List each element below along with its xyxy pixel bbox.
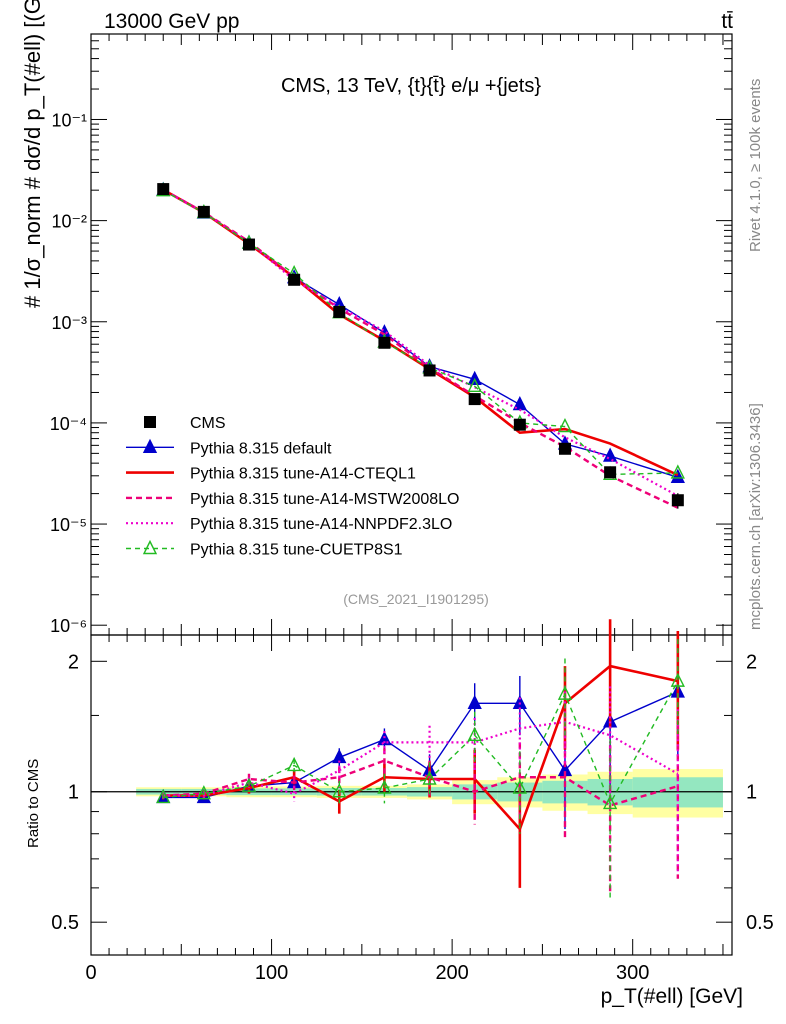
x-tick-label: 300	[616, 962, 649, 984]
plot-title: CMS, 13 TeV, {t}{t̄} e/μ +{jets}	[281, 75, 541, 97]
main-marker	[557, 418, 573, 433]
data-point	[468, 393, 481, 406]
ratio-series-line	[163, 759, 679, 807]
ratio-marker	[670, 672, 685, 687]
legend-label: Pythia 8.315 tune-A14-MSTW2008LO	[190, 491, 459, 508]
ratio-series-line	[163, 720, 679, 797]
legend-marker	[142, 438, 158, 453]
data-point	[157, 183, 170, 196]
band-inner	[632, 777, 723, 808]
ratio-marker	[467, 694, 482, 709]
ratio-ytick-label: 1	[68, 782, 79, 804]
legend-label: Pythia 8.315 tune-A14-NNPDF2.3LO	[190, 516, 452, 533]
x-tick-label: 100	[255, 962, 288, 984]
data-point	[197, 205, 210, 218]
ratio-ytick-label: 2	[68, 651, 79, 673]
axis-ticks: 10⁻⁶ 10⁻⁵ 10⁻⁴ 10⁻³ 10⁻² 10⁻¹ 0 100 200 300 0.5 0.5…	[50, 33, 774, 984]
data-point	[378, 336, 391, 349]
ratio-marker	[602, 794, 618, 810]
main-ylabel-text: # 1/σ_norm # dσ/d p_T(#ell) [(GeV)^-1]	[20, 0, 45, 308]
main-ylabel: # 1/σ_norm # dσ/d p_T(#ell) [(GeV)^-1]	[20, 0, 45, 308]
x-axis-label: p_T(#ell) [GeV]	[601, 985, 743, 1008]
energy-label: 13000 GeV pp	[104, 10, 239, 33]
ratio-marker	[241, 777, 257, 792]
main-marker	[467, 377, 482, 393]
rivet-label: Rivet 4.1.0, ≥ 100k events	[747, 79, 764, 252]
ratio-ytick-label: 0.5	[51, 912, 79, 934]
data-point	[423, 364, 436, 377]
ratio-ylabel: Ratio to CMS	[25, 759, 42, 848]
legend-marker	[142, 539, 158, 555]
main-ytick-label: 10⁻²	[51, 212, 87, 232]
ratio-ytick-label-right: 0.5	[746, 912, 774, 934]
data-point	[558, 442, 571, 455]
x-tick-label: 0	[85, 962, 96, 984]
legend-marker-cms	[144, 416, 156, 428]
main-ytick-label: 10⁻⁵	[50, 515, 87, 535]
legend-label: Pythia 8.315 default	[190, 440, 332, 457]
main-marker	[670, 468, 685, 483]
main-series-line	[162, 189, 678, 476]
legend-label: Pythia 8.315 tune-CUETP8S1	[190, 542, 403, 559]
data-point	[513, 418, 526, 431]
ratio-ytick-label-right: 2	[746, 651, 757, 673]
ratio-marker	[557, 685, 573, 700]
data-point	[333, 305, 346, 318]
x-tick-label: 200	[435, 962, 468, 984]
main-ytick-label: 10⁻⁶	[50, 616, 87, 636]
main-ytick-label: 10⁻⁴	[50, 414, 87, 434]
legend-label: Pythia 8.315 tune-A14-CTEQL1	[190, 466, 416, 483]
ratio-marker	[156, 788, 171, 804]
ratio-marker	[196, 785, 211, 800]
ratio-marker	[332, 783, 347, 798]
data-point	[671, 494, 684, 507]
data-point	[288, 273, 301, 286]
ratio-marker	[422, 770, 437, 785]
process-label: tt̄	[721, 10, 733, 33]
ratio-marker	[512, 779, 527, 794]
ratio-marker	[377, 779, 392, 794]
main-ytick-label: 10⁻³	[51, 313, 87, 333]
ratio-marker	[467, 726, 482, 741]
data-point	[242, 238, 255, 251]
ratio-ytick-label-right: 1	[746, 782, 757, 804]
main-plot-frame	[90, 33, 733, 636]
analysis-watermark: (CMS_2021_I1901295)	[343, 591, 489, 607]
main-series-line	[162, 188, 679, 477]
data-point	[604, 466, 617, 479]
main-ytick-label: 10⁻¹	[51, 110, 87, 130]
mcplots-label: mcplots.cern.ch [arXiv:1306.3436]	[747, 403, 764, 630]
ratio-series-line	[163, 680, 679, 806]
main-series-line	[162, 189, 679, 478]
main-marker	[670, 464, 685, 479]
ratio-series-line	[163, 664, 679, 832]
ratio-plot-frame	[90, 634, 733, 956]
series-lines	[156, 181, 685, 901]
legend: CMS Pythia 8.315 default Pythia 8.315 tune…	[126, 415, 459, 559]
legend-label-cms: CMS	[190, 415, 226, 432]
ratio-marker	[287, 756, 302, 772]
